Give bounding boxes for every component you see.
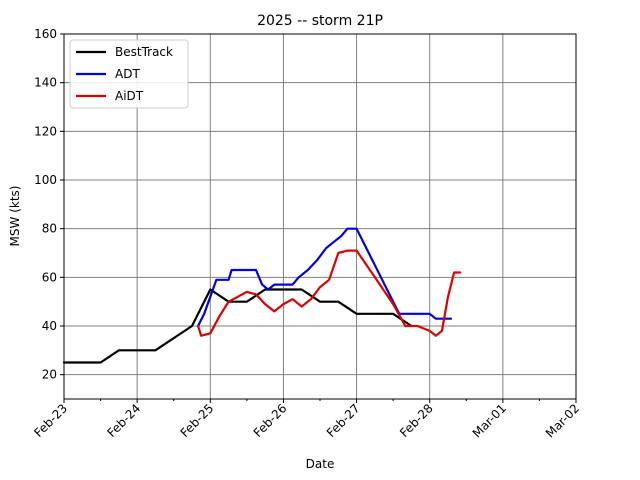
y-tick-label: 160 xyxy=(34,27,57,41)
series-line-adt xyxy=(197,227,453,328)
legend-label-adt: ADT xyxy=(115,67,140,81)
series-layer xyxy=(62,227,462,364)
series-line-aidt xyxy=(197,249,462,337)
y-tick-label: 20 xyxy=(42,368,57,382)
y-tick-label: 40 xyxy=(42,319,57,333)
y-tick-label: 60 xyxy=(42,270,57,284)
y-tick-label: 80 xyxy=(42,222,57,236)
y-tick-label: 140 xyxy=(34,76,57,90)
x-axis-label: Date xyxy=(306,457,335,471)
y-tick-label: 100 xyxy=(34,173,57,187)
legend-label-aidt: AiDT xyxy=(115,89,144,103)
legend: BestTrack ADT AiDT xyxy=(69,39,189,109)
legend-box xyxy=(69,39,189,109)
y-axis: 20 40 60 80 100 120 140 160 xyxy=(34,27,64,382)
legend-label-besttrack: BestTrack xyxy=(115,45,173,59)
y-axis-label: MSW (kts) xyxy=(8,186,22,247)
chart-title: 2025 -- storm 21P xyxy=(257,13,383,29)
y-tick-label: 120 xyxy=(34,124,57,138)
